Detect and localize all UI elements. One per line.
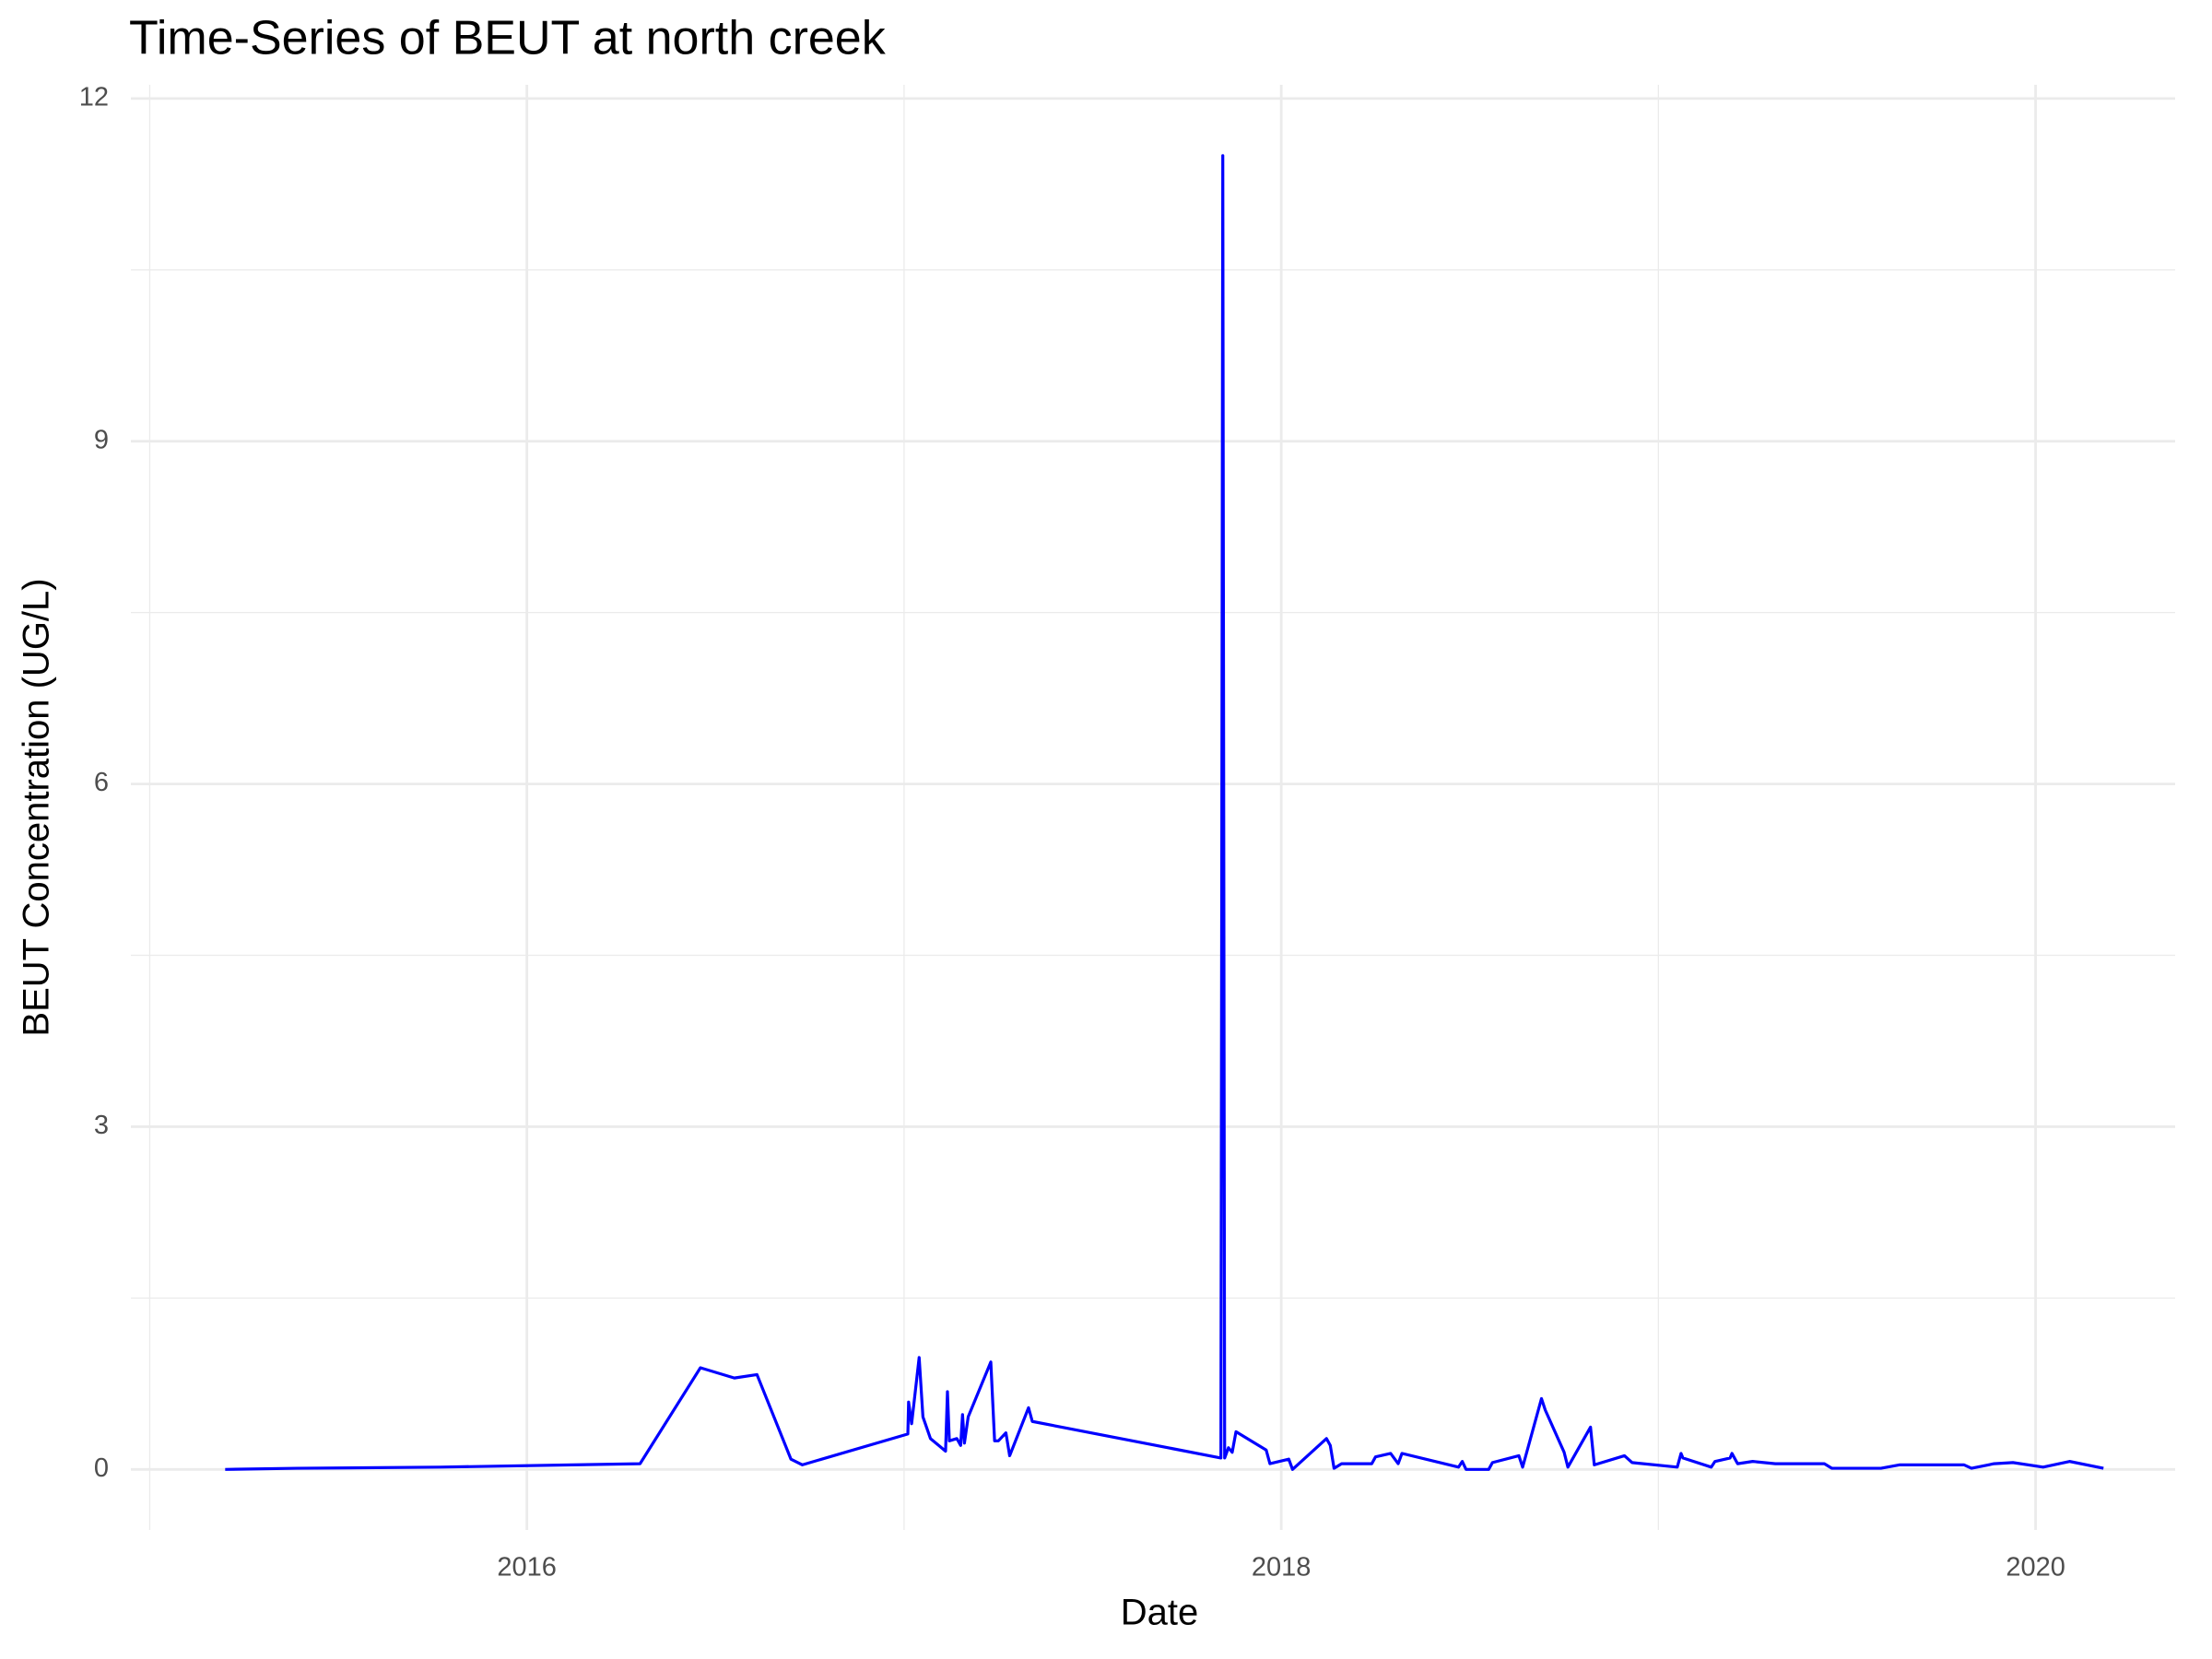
chart-title: Time-Series of BEUT at north creek	[129, 12, 887, 65]
x-tick-label: 2020	[2006, 1553, 2065, 1583]
y-tick-label: 6	[94, 768, 109, 797]
y-tick-label: 0	[94, 1453, 109, 1483]
x-tick-label: 2018	[1252, 1553, 1312, 1583]
y-tick-label: 3	[94, 1111, 109, 1140]
x-tick-label: 2016	[497, 1553, 557, 1583]
y-tick-label: 9	[94, 425, 109, 454]
y-axis-title: BEUT Concentration (UG/L)	[17, 578, 57, 1036]
data-line	[225, 154, 2104, 1471]
y-tick-label: 12	[79, 83, 109, 112]
x-axis-title: Date	[1121, 1593, 1199, 1633]
